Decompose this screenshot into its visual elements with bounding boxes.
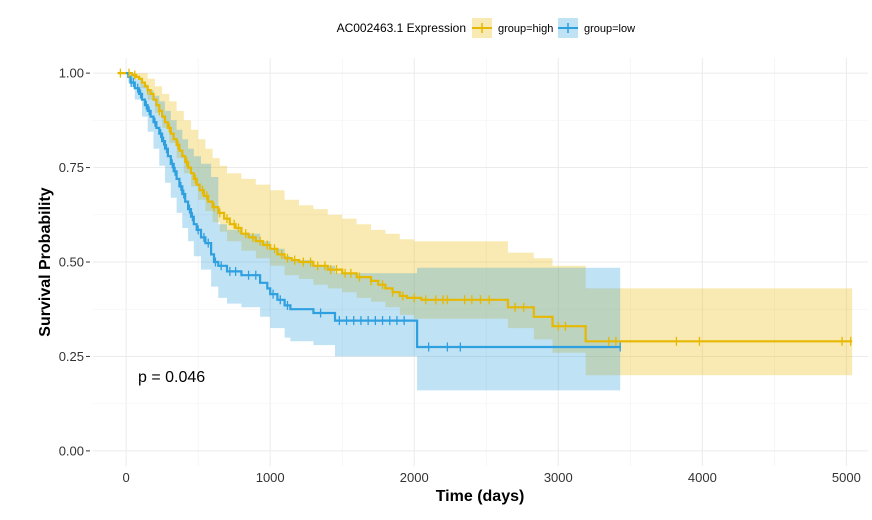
- y-tick-label: 1.00: [59, 66, 84, 81]
- y-tick-label: 0.00: [59, 443, 84, 458]
- x-tick-label: 0: [123, 470, 130, 485]
- x-axis-title: Time (days): [436, 488, 525, 505]
- survival-lines: [117, 72, 853, 349]
- survival-line-low: [126, 72, 621, 349]
- ci-band-low: [126, 73, 621, 391]
- legend: AC002463.1 Expression group=high group=l…: [337, 18, 635, 38]
- x-tick-label: 4000: [688, 470, 717, 485]
- censor-marks: [119, 68, 852, 352]
- grid: [93, 58, 868, 466]
- legend-label-low: group=low: [584, 23, 635, 35]
- axes: 0 1000 2000 3000 4000 5000 0.00 0.25 0.50 0.75 1.0…: [59, 66, 861, 485]
- legend-item-high: group=high: [472, 18, 553, 38]
- x-tick-label: 5000: [832, 470, 861, 485]
- confidence-bands: [117, 73, 853, 391]
- legend-title: AC002463.1 Expression: [337, 21, 466, 35]
- legend-item-low: group=low: [558, 18, 635, 38]
- y-axis-title: Survival Probability: [37, 187, 54, 336]
- y-tick-label: 0.25: [59, 349, 84, 364]
- y-tick-label: 0.50: [59, 255, 84, 270]
- p-value-annotation: p = 0.046: [138, 369, 205, 386]
- x-tick-label: 3000: [544, 470, 573, 485]
- x-tick-label: 2000: [400, 470, 429, 485]
- legend-label-high: group=high: [498, 23, 553, 35]
- survival-line-high: [117, 72, 853, 343]
- ci-band-high: [117, 73, 853, 376]
- x-tick-label: 1000: [256, 470, 285, 485]
- y-tick-label: 0.75: [59, 160, 84, 175]
